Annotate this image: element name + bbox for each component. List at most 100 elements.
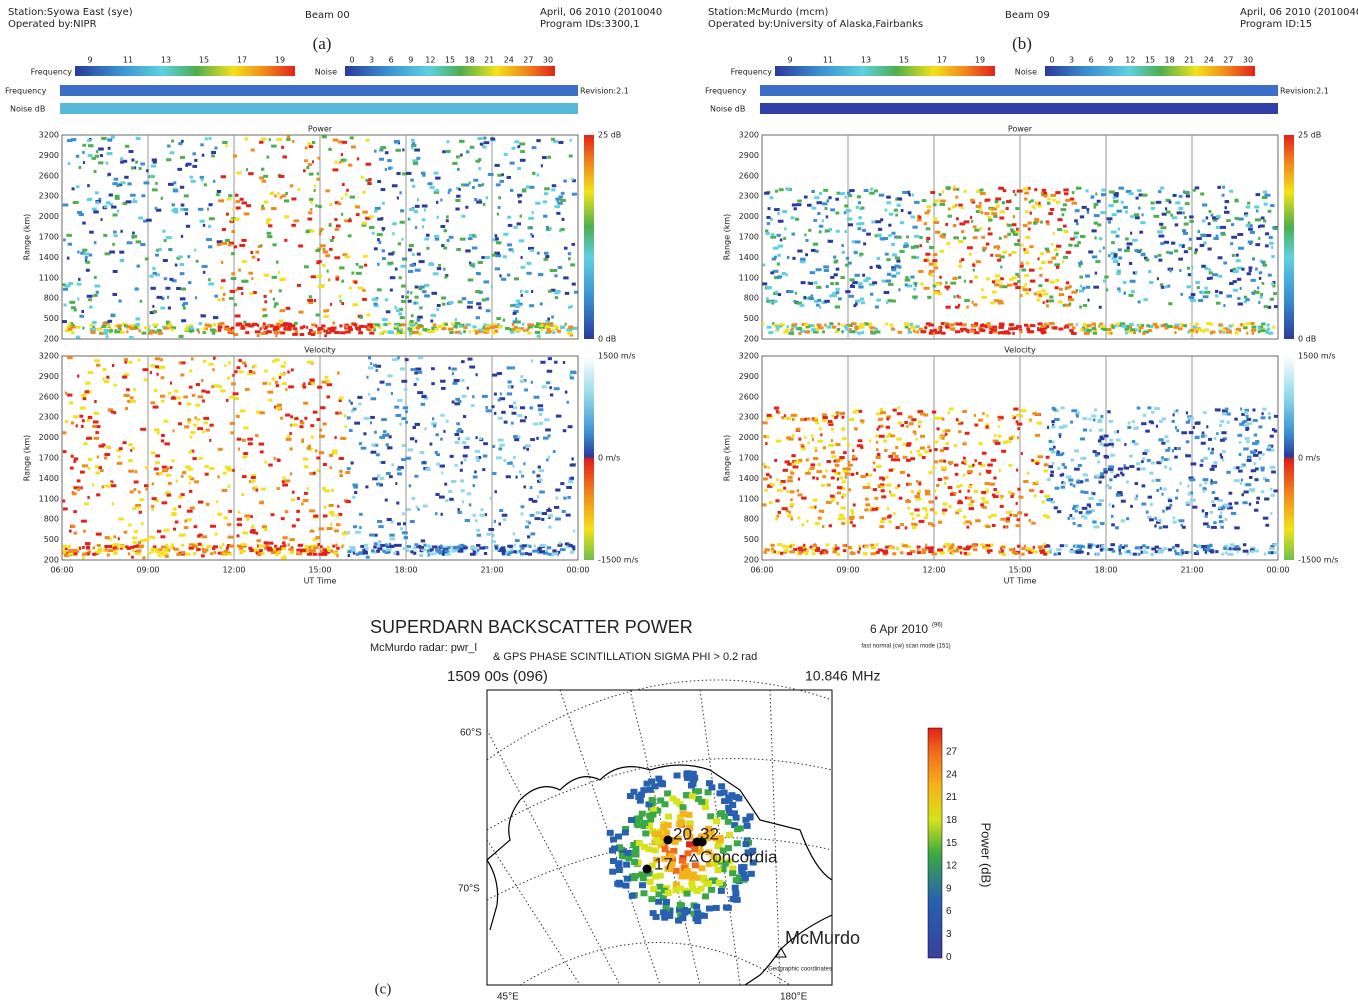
echo	[208, 278, 211, 281]
echo	[965, 496, 968, 499]
echo	[904, 421, 907, 424]
echo	[92, 483, 94, 486]
echo	[1084, 491, 1088, 494]
echo	[918, 425, 920, 428]
echo	[1041, 261, 1046, 264]
echo	[238, 359, 242, 362]
echo	[333, 552, 338, 555]
echo	[287, 543, 289, 546]
echo	[395, 414, 401, 417]
echo	[942, 509, 947, 512]
echo	[836, 230, 840, 233]
echo	[282, 382, 287, 385]
echo	[800, 258, 805, 261]
echo	[548, 290, 552, 293]
echo	[351, 402, 353, 405]
echo	[263, 528, 267, 531]
echo	[975, 459, 977, 462]
echo	[914, 245, 919, 248]
echo	[850, 521, 853, 524]
echo	[352, 496, 356, 499]
echo	[553, 450, 556, 453]
echo	[1210, 468, 1215, 471]
echo	[908, 416, 913, 419]
echo	[965, 328, 967, 331]
echo	[778, 220, 784, 223]
echo	[150, 364, 155, 367]
echo	[156, 249, 159, 252]
echo	[322, 381, 327, 384]
echo	[1062, 213, 1065, 216]
echo	[924, 287, 930, 290]
echo	[1233, 280, 1237, 283]
echo	[1135, 328, 1137, 331]
echo	[1049, 296, 1053, 299]
echo	[839, 476, 843, 479]
echo	[960, 484, 963, 487]
echo	[239, 547, 243, 550]
echo	[1220, 526, 1224, 529]
echo	[895, 198, 897, 201]
echo	[986, 470, 992, 473]
echo	[849, 328, 852, 331]
echo	[555, 296, 558, 299]
echo	[446, 219, 449, 222]
echo	[102, 485, 105, 488]
echo	[950, 327, 956, 330]
echo	[1044, 195, 1048, 198]
echo	[96, 150, 98, 153]
echo	[1066, 286, 1070, 289]
echo	[217, 298, 221, 301]
echo	[85, 256, 88, 259]
echo	[948, 323, 954, 326]
echo	[788, 332, 794, 335]
echo	[1103, 280, 1106, 283]
echo	[440, 545, 443, 548]
echo	[525, 552, 529, 555]
echo	[510, 461, 512, 464]
echo	[238, 511, 241, 514]
echo	[166, 158, 171, 161]
echo	[464, 184, 469, 187]
echo	[320, 244, 326, 247]
echo	[884, 291, 890, 294]
echo	[1138, 326, 1143, 329]
echo	[118, 455, 120, 458]
echo	[1160, 459, 1163, 462]
echo	[465, 249, 470, 252]
echo	[321, 324, 325, 327]
echo	[929, 332, 933, 335]
echo	[1272, 326, 1275, 329]
echo	[1124, 443, 1126, 446]
echo	[435, 451, 438, 454]
echo	[456, 248, 461, 251]
plot-title: Velocity	[304, 346, 336, 355]
echo	[466, 150, 469, 153]
echo	[840, 192, 845, 195]
echo	[446, 140, 449, 143]
echo	[999, 285, 1001, 288]
echo	[442, 322, 445, 325]
echo	[1112, 326, 1114, 329]
echo	[778, 293, 781, 296]
echo	[449, 236, 454, 239]
echo	[1252, 257, 1255, 260]
echo	[252, 371, 255, 374]
echo	[104, 380, 110, 383]
range-tick: 1100	[39, 494, 59, 503]
echo	[1189, 238, 1192, 241]
echo	[120, 181, 125, 184]
echo	[1259, 271, 1262, 274]
revision: Revision:2.1	[580, 87, 629, 96]
echo	[213, 551, 216, 554]
echo	[982, 412, 984, 415]
echo	[65, 392, 67, 395]
echo	[131, 159, 134, 162]
echo	[249, 370, 253, 373]
echo	[1133, 331, 1136, 334]
echo	[525, 416, 527, 419]
echo	[123, 160, 128, 163]
echo	[1099, 306, 1102, 309]
echo	[806, 520, 808, 523]
echo	[166, 236, 172, 239]
